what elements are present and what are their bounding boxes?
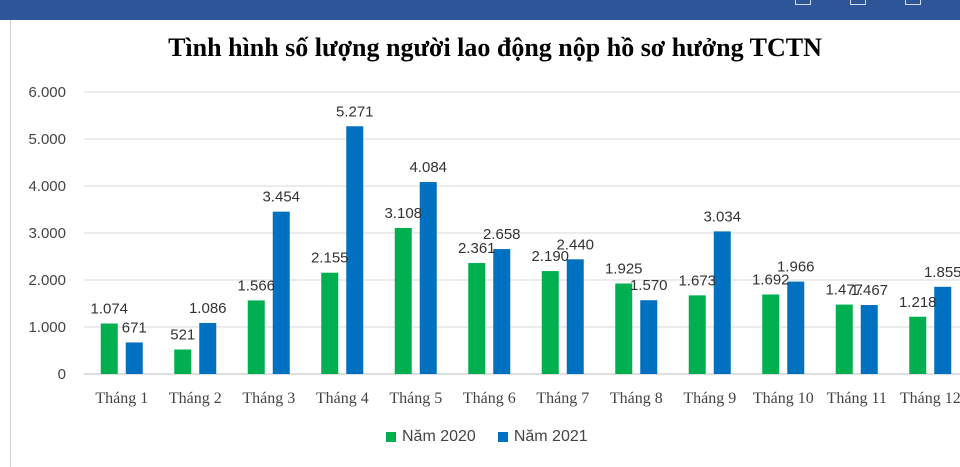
bar [419, 182, 437, 374]
window-top-bar [0, 0, 960, 20]
data-label: 2.658 [483, 226, 521, 243]
data-label: 671 [122, 319, 147, 336]
y-tick-label: 4.000 [28, 178, 66, 195]
data-label: 1.477 [825, 282, 863, 299]
y-axis-ticks: 0 1.000 2.000 3.000 4.000 5.000 6.000 [28, 84, 66, 383]
x-tick-label: Tháng 10 [753, 390, 814, 407]
data-label: 5.271 [336, 103, 374, 120]
bar [468, 263, 486, 374]
legend-item: Năm 2021 [497, 428, 588, 446]
bar [762, 294, 780, 374]
bar [346, 126, 364, 374]
data-label: 2.190 [531, 248, 569, 265]
bar [787, 281, 805, 374]
chart-title: Tình hình số lượng người lao động nộp hồ… [168, 33, 822, 62]
legend: Năm 2020 Năm 2021 [386, 427, 588, 447]
bar [541, 271, 559, 374]
data-label: 1.086 [189, 300, 227, 317]
bars [100, 126, 952, 374]
y-tick-label: 5.000 [28, 131, 66, 148]
bar [247, 300, 265, 374]
bar [615, 283, 633, 374]
bar [272, 211, 290, 374]
y-tick-label: 6.000 [28, 84, 66, 101]
bar [909, 316, 927, 374]
bar [640, 300, 658, 374]
chart-frame [10, 20, 960, 467]
data-label: 1.566 [237, 277, 275, 294]
x-tick-label: Tháng 7 [536, 390, 589, 407]
x-tick-label: Tháng 5 [389, 390, 442, 407]
legend-item: Năm 2020 [386, 428, 476, 446]
x-tick-label: Tháng 3 [242, 390, 295, 407]
data-label: 2.155 [311, 250, 349, 267]
bar [100, 323, 118, 374]
y-tick-label: 1.000 [28, 319, 66, 336]
data-label: 1.218 [899, 294, 937, 311]
bar [860, 305, 878, 374]
bar [174, 349, 192, 374]
data-label: 1.467 [850, 282, 888, 299]
bar [713, 231, 731, 374]
data-label: 1.074 [90, 301, 128, 318]
data-label: 1.570 [630, 277, 668, 294]
x-axis-ticks: Tháng 1 Tháng 2 Tháng 3 Tháng 4 Tháng 5 Tháng… [95, 390, 960, 407]
y-tick-label: 3.000 [28, 225, 66, 242]
data-label: 1.673 [678, 272, 716, 289]
x-tick-label: Tháng 6 [463, 390, 516, 407]
window-control-icon[interactable] [850, 0, 866, 5]
x-tick-label: Tháng 4 [316, 390, 369, 407]
bar [934, 286, 952, 374]
bar [321, 272, 339, 374]
y-tick-label: 2.000 [28, 272, 66, 289]
window-control-icon[interactable] [905, 0, 921, 5]
data-label: 3.034 [703, 208, 741, 225]
bar [835, 304, 853, 374]
gridlines [84, 91, 960, 375]
bar [688, 295, 706, 374]
bar [199, 322, 217, 374]
data-label: 521 [170, 327, 195, 344]
y-tick-label: 0 [58, 366, 66, 383]
x-tick-label: Tháng 11 [827, 390, 887, 407]
legend-swatch [386, 432, 396, 442]
x-tick-label: Tháng 12 [900, 390, 960, 407]
bar [566, 259, 584, 374]
legend-swatch [497, 432, 508, 442]
data-label: 1.855 [924, 264, 960, 281]
x-tick-label: Tháng 1 [95, 390, 148, 407]
bar [394, 227, 412, 374]
legend-label: Năm 2021 [513, 428, 588, 445]
data-label: 1.925 [605, 261, 643, 278]
data-label: 2.440 [556, 236, 594, 253]
bar [125, 342, 143, 374]
data-label: 4.084 [409, 159, 447, 176]
data-label: 3.454 [262, 189, 300, 206]
legend-label: Năm 2020 [402, 428, 476, 445]
data-label: 2.361 [458, 240, 496, 257]
data-label: 1.692 [752, 271, 790, 288]
bar [493, 249, 511, 374]
data-label: 3.108 [384, 205, 422, 222]
window-control-icon[interactable] [795, 0, 811, 5]
x-tick-label: Tháng 8 [610, 390, 663, 407]
data-label: 1.966 [777, 259, 815, 276]
x-tick-label: Tháng 2 [169, 390, 222, 407]
x-tick-label: Tháng 9 [683, 390, 736, 407]
